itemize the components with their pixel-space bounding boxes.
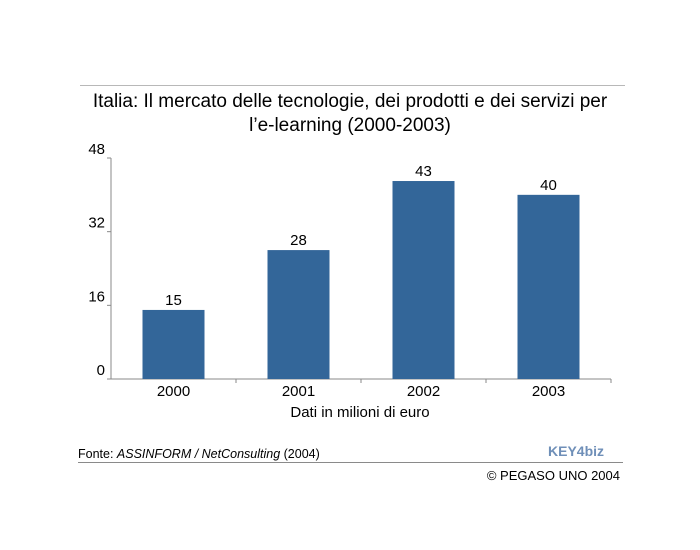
source-year: (2004) [280, 447, 320, 461]
data-label: 43 [415, 163, 432, 180]
top-divider [80, 85, 625, 86]
key4biz-logo: KEY4biz [548, 443, 604, 459]
chart-title: Italia: Il mercato delle tecnologie, dei… [70, 90, 630, 138]
x-axis-label: Dati in milioni di euro [290, 404, 430, 421]
bar [267, 250, 330, 379]
source-note: Fonte: ASSINFORM / NetConsulting (2004) [78, 447, 320, 461]
data-label: 28 [290, 232, 307, 249]
y-tick-label: 16 [88, 288, 105, 305]
y-tick-label: 32 [88, 215, 105, 232]
chart-title-line-1: Italia: Il mercato delle tecnologie, dei… [92, 91, 608, 112]
bar [392, 181, 455, 379]
data-label: 15 [165, 292, 182, 309]
y-tick-label: 48 [88, 141, 105, 158]
logo-text: KEY4biz [548, 443, 604, 459]
x-tick-label: 2003 [532, 383, 565, 400]
source-divider [78, 462, 623, 463]
y-tick-label: 0 [97, 362, 105, 379]
bar [517, 194, 580, 379]
x-tick-label: 2001 [282, 383, 315, 400]
x-tick-label: 2000 [157, 383, 190, 400]
source-name: ASSINFORM / NetConsulting [116, 447, 281, 461]
data-label: 40 [540, 177, 557, 194]
copyright: © PEGASO UNO 2004 [486, 468, 620, 483]
source-prefix: Fonte: [78, 447, 117, 461]
bar [142, 309, 205, 379]
chart-title-line-2: l’e-learning (2000-2003) [249, 115, 451, 136]
x-tick-label: 2002 [407, 383, 440, 400]
